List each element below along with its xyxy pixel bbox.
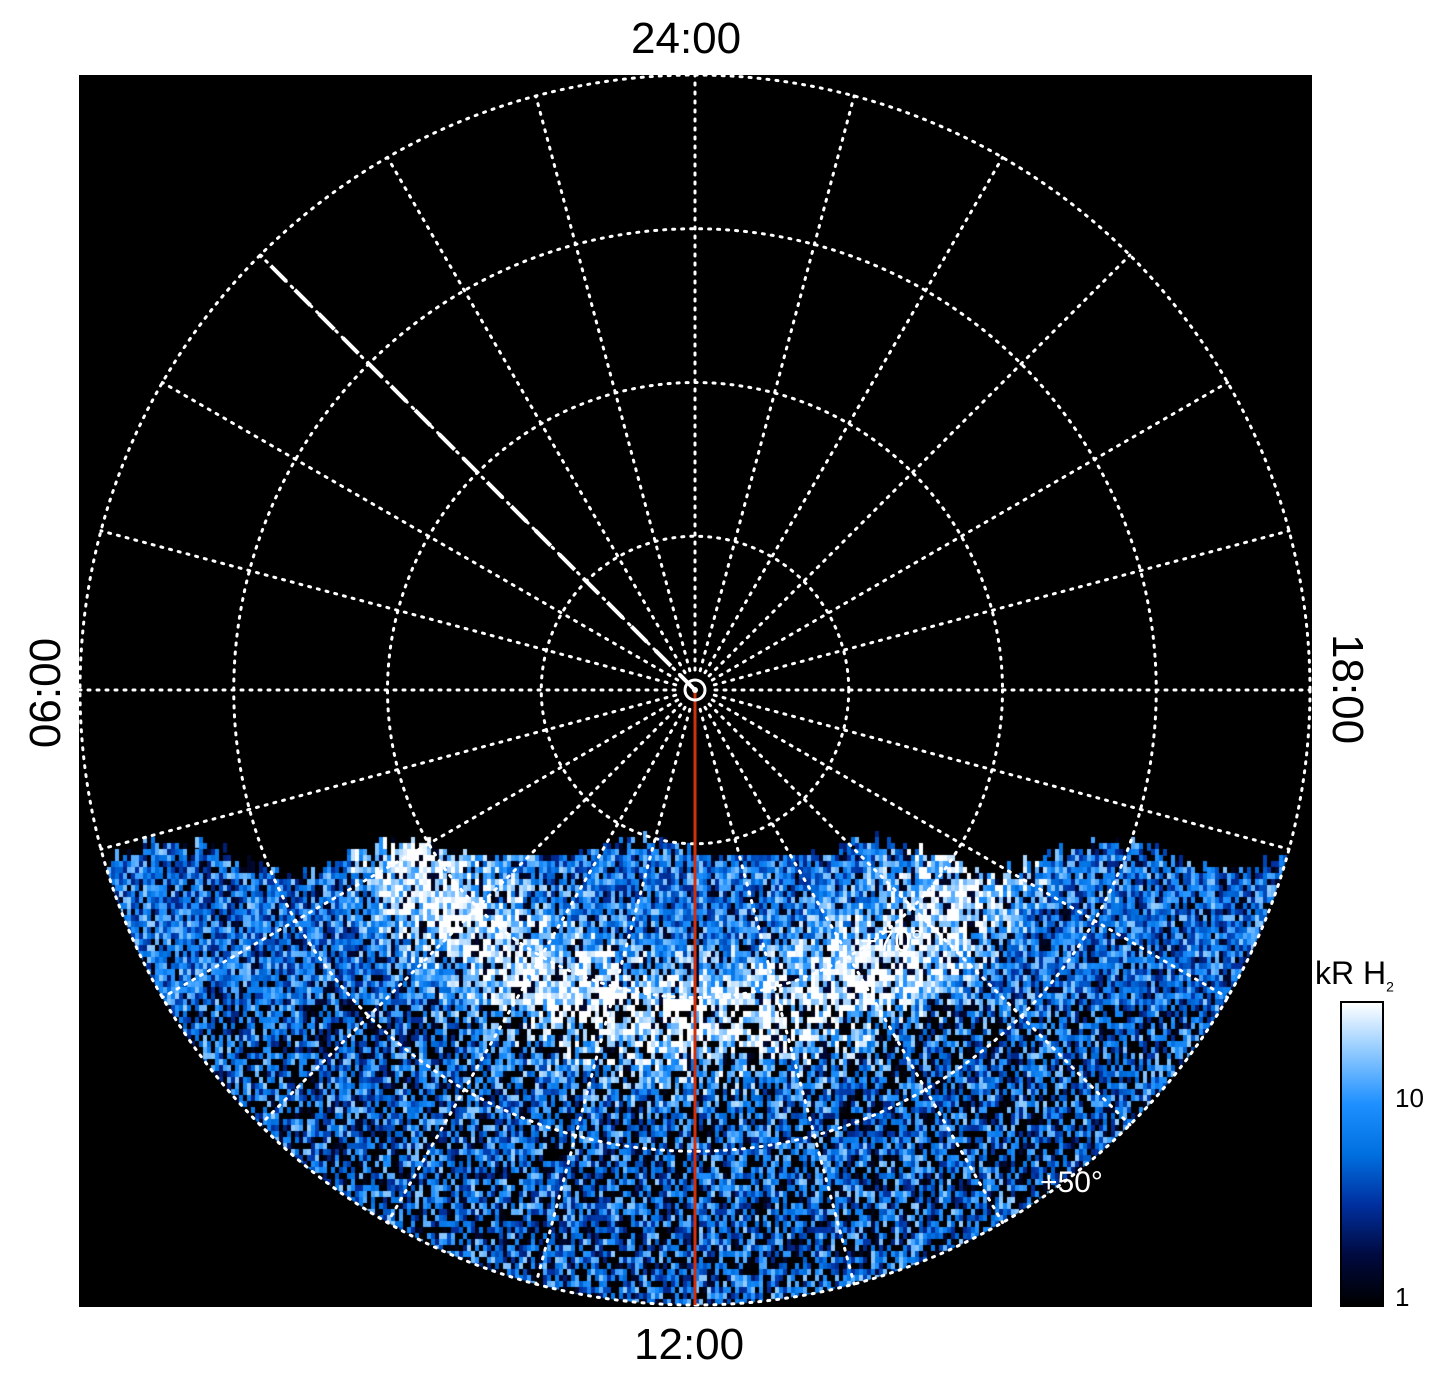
colorbar (1340, 1001, 1384, 1307)
label-12h: 12:00 (634, 1320, 745, 1369)
label-24h: 24:00 (631, 14, 742, 63)
colorbar-title: kR H2 (1315, 955, 1394, 994)
label-18h: 18:00 (1323, 633, 1372, 745)
pole-dot (692, 687, 698, 693)
meridian-7h (99, 693, 678, 851)
meridian-21h (707, 253, 1132, 678)
meridian-20h (710, 381, 1230, 682)
meridian-16h (710, 698, 1230, 999)
label-06h: 06:00 (21, 637, 70, 749)
meridian-19h (712, 529, 1291, 687)
meridian-14h (703, 705, 1004, 1225)
colorbar-label: kR H (1315, 955, 1387, 991)
meridian-22h (703, 155, 1004, 675)
meridian-13h (698, 707, 856, 1286)
lat-label-50: +50° (1040, 1166, 1103, 1199)
meridian-1h (534, 94, 692, 673)
meridian-15h (707, 702, 1132, 1127)
meridian-9h (258, 702, 683, 1127)
meridian-11h (534, 707, 692, 1286)
colorbar-tick-1: 1 (1395, 1282, 1410, 1312)
colorbar-subscript: 2 (1386, 978, 1394, 995)
meridian-2h (386, 155, 687, 675)
meridian-4h (160, 381, 680, 682)
colorbar-tick-10: 10 (1395, 1083, 1424, 1113)
meridian-5h (99, 529, 678, 687)
dashed-reference-line (258, 253, 697, 692)
meridian-8h (160, 698, 680, 999)
meridian-10h (386, 705, 687, 1225)
lat-label-70: +70° (860, 925, 923, 958)
meridian-23h (698, 94, 856, 673)
meridian-17h (712, 693, 1291, 851)
pole-marker (683, 678, 707, 702)
